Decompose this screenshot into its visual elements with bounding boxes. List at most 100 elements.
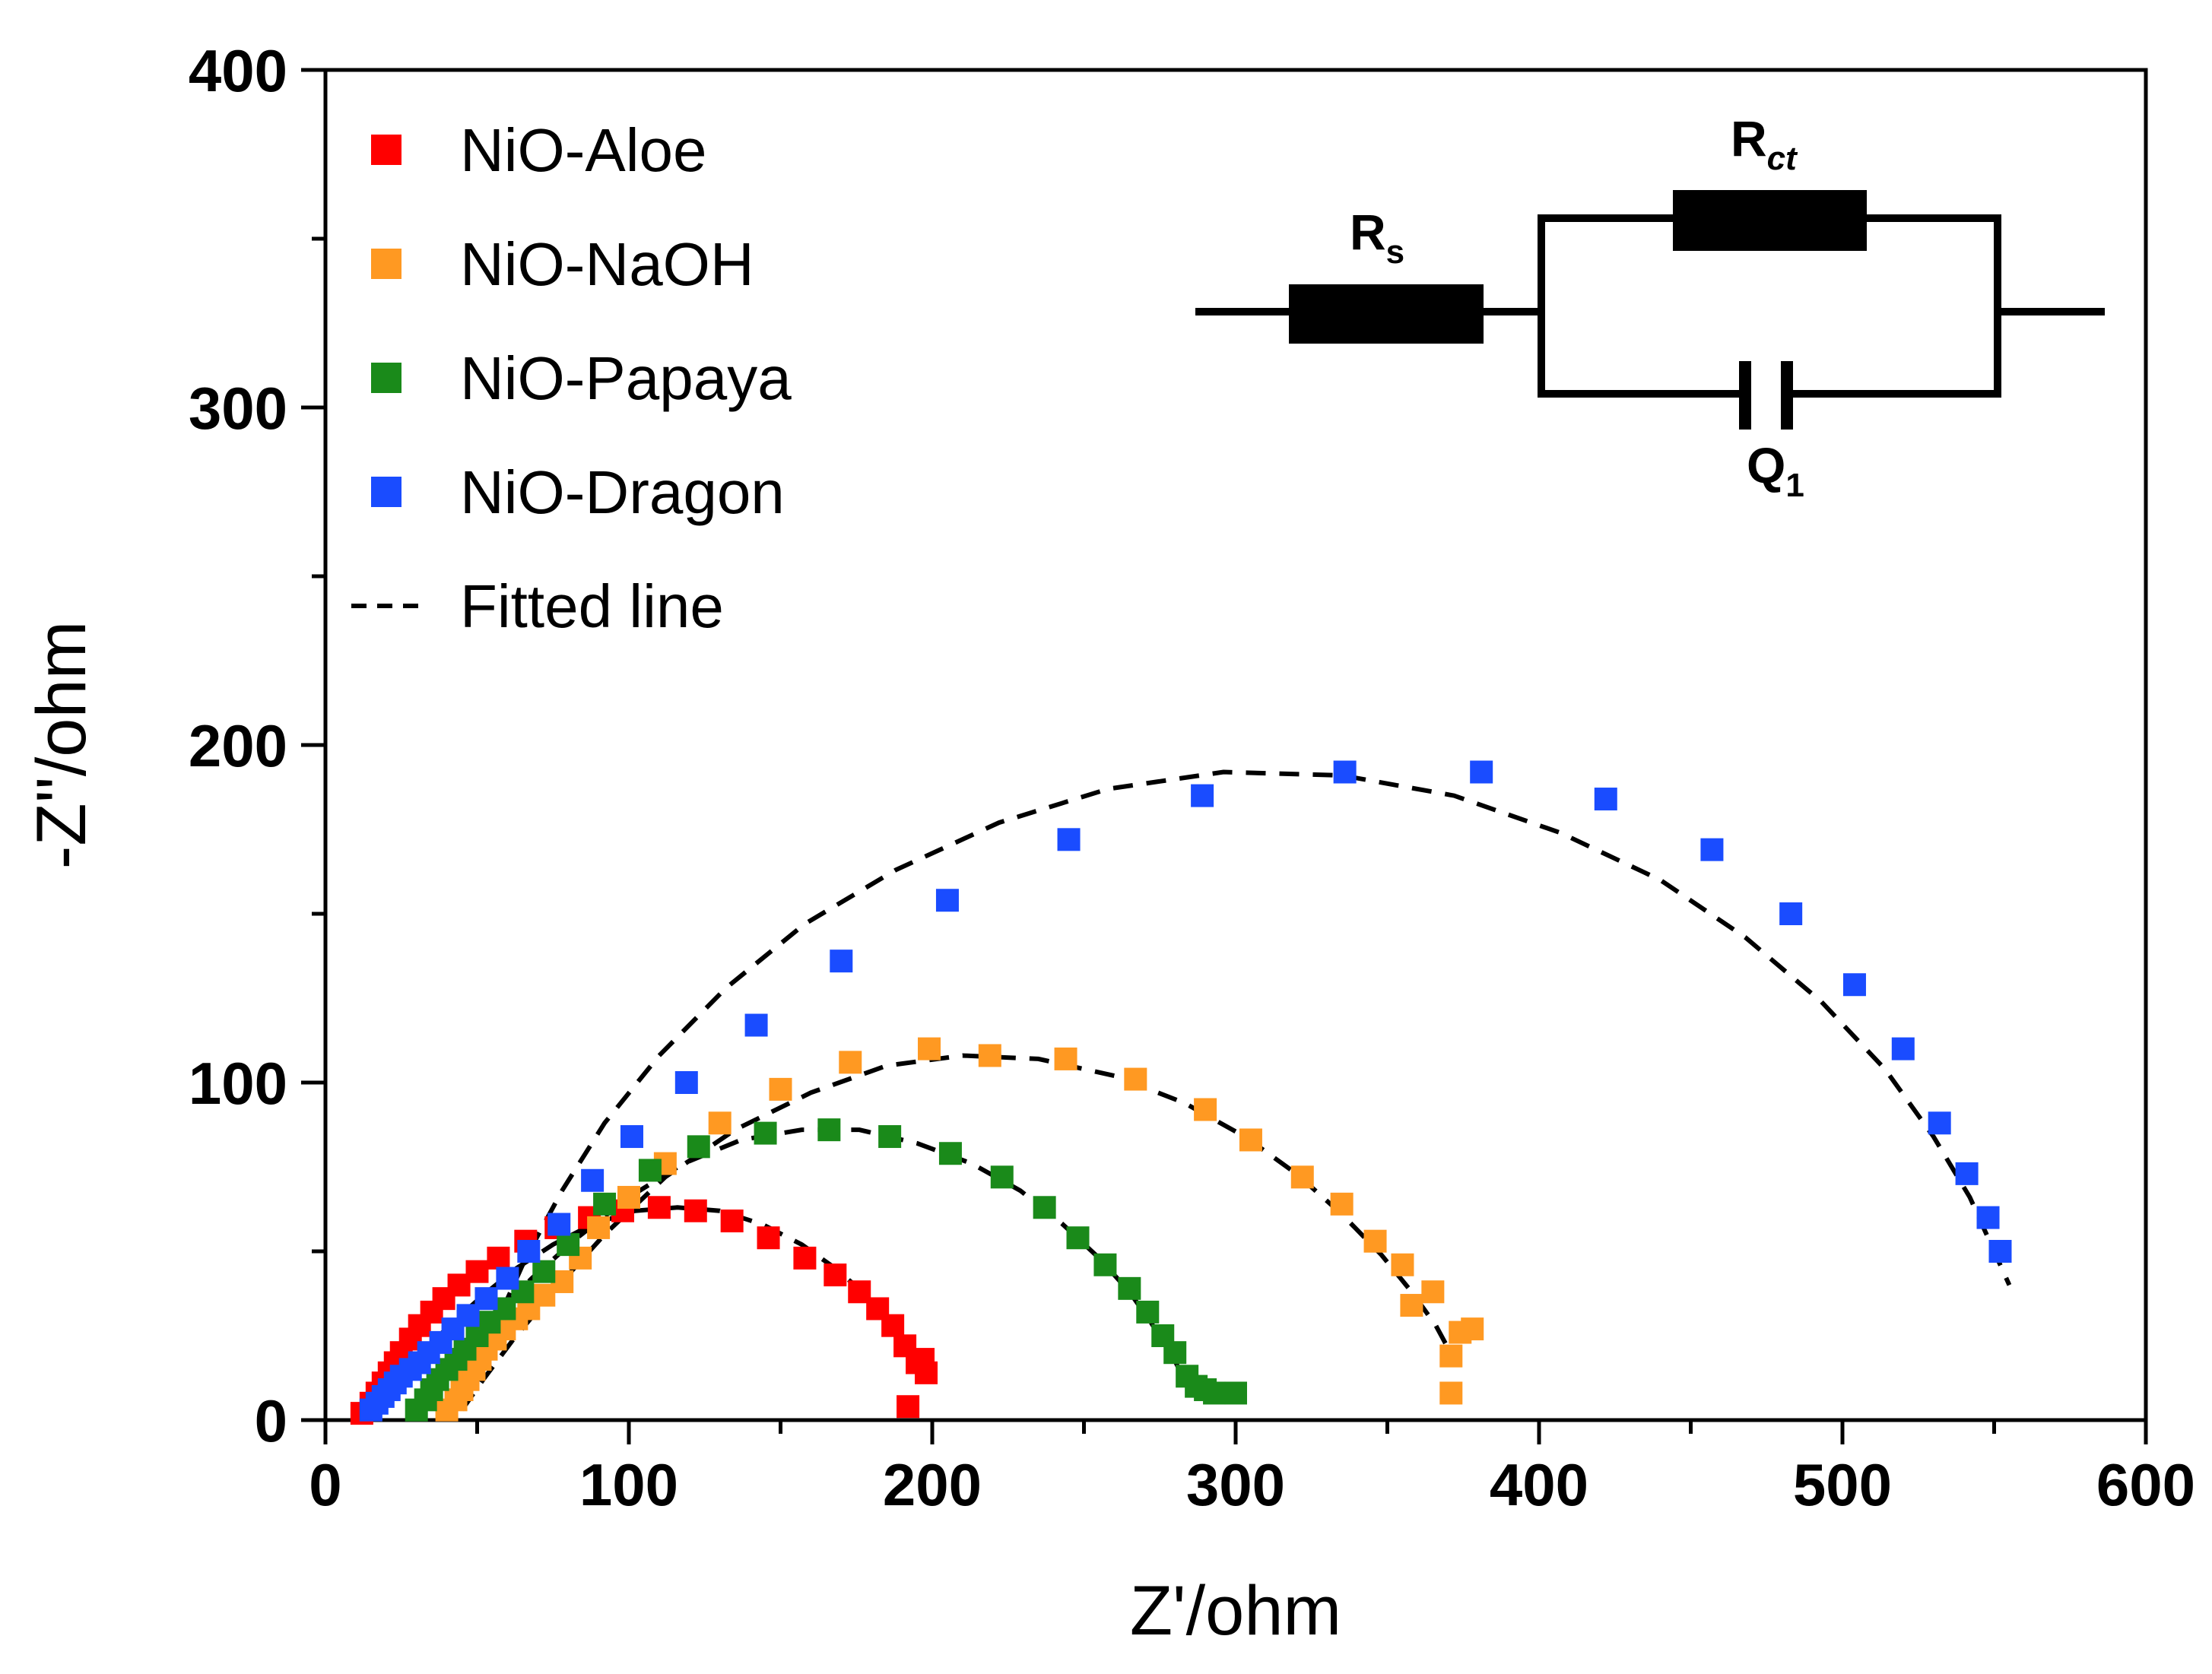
point-nio-dragon [1470,760,1493,784]
point-nio-dragon [674,1071,698,1094]
x-tick-label: 200 [883,1451,982,1518]
equivalent-circuit-inset: Rs Rct Q1 [1195,110,2105,504]
point-nio-papaya [687,1135,710,1159]
point-nio-dragon [1594,788,1617,811]
rct-label-main: R [1731,110,1767,166]
point-nio-dragon [830,950,853,973]
point-nio-aloe [881,1314,905,1337]
rs-resistor [1289,284,1484,344]
point-nio-naoh [708,1111,732,1135]
point-nio-aloe [793,1246,817,1270]
point-nio-aloe [487,1246,510,1270]
legend-swatch-nio-naoh [371,249,401,279]
point-nio-papaya [938,1142,962,1165]
point-nio-aloe [897,1395,920,1419]
y-tick-label: 100 [189,1050,287,1117]
parallel-loop-bottom-right [1787,312,2001,398]
point-nio-dragon [517,1240,541,1263]
point-nio-papaya [1066,1226,1090,1250]
point-nio-aloe [647,1196,671,1219]
tick-labels: 0 100 200 300 400 500 600 0 100 200 300 400 [189,37,2195,1518]
legend-swatch-nio-papaya [371,363,401,393]
point-nio-aloe [684,1199,707,1222]
point-nio-aloe [912,1348,935,1371]
point-nio-dragon [1988,1240,2012,1263]
parallel-loop-bottom [1538,312,1745,398]
point-nio-naoh [978,1044,1001,1067]
rct-resistor [1673,190,1867,251]
rct-label-sub: ct [1767,140,1798,177]
point-nio-naoh [1363,1229,1387,1253]
x-tick-label: 0 [309,1451,341,1518]
x-axis-title: Z'/ohm [1130,1572,1341,1650]
point-nio-papaya [532,1260,556,1283]
point-nio-aloe [720,1210,744,1233]
point-nio-naoh [1439,1381,1463,1405]
point-nio-naoh [1330,1192,1354,1216]
x-tick-label: 400 [1490,1451,1588,1518]
y-tick-label: 400 [189,37,287,104]
point-nio-naoh [918,1037,941,1061]
point-nio-naoh [769,1077,792,1101]
point-nio-papaya [557,1233,580,1257]
x-tick-label: 500 [1793,1451,1892,1518]
point-nio-papaya [593,1192,617,1216]
point-nio-dragon [496,1267,519,1290]
q-label-sub: 1 [1785,467,1804,504]
point-nio-dragon [1928,1111,1951,1135]
point-nio-papaya [1033,1196,1056,1219]
x-tick-label: 100 [579,1451,678,1518]
point-nio-naoh [1194,1098,1217,1121]
fit-lines [369,769,2012,1412]
point-nio-naoh [1439,1344,1463,1368]
ticks [301,68,2148,1444]
point-nio-dragon [1057,828,1081,851]
point-nio-papaya [878,1125,902,1149]
point-nio-naoh [1400,1294,1423,1317]
point-nio-dragon [474,1287,498,1311]
y-tick-label: 0 [255,1387,287,1454]
point-nio-dragon [1191,784,1214,807]
point-nio-naoh [1421,1280,1445,1304]
point-nio-papaya [1203,1381,1227,1405]
rct-label: Rct [1731,110,1798,177]
q-label: Q1 [1747,437,1804,504]
y-tick-label: 300 [189,375,287,442]
point-nio-papaya [638,1159,662,1182]
point-nio-dragon [744,1013,768,1037]
point-nio-aloe [824,1263,847,1287]
legend-label: NiO-Aloe [460,116,707,184]
point-nio-aloe [465,1260,489,1283]
legend-label: NiO-Dragon [460,458,785,526]
point-nio-naoh [1290,1165,1314,1189]
point-nio-papaya [990,1165,1014,1189]
legend-label: NiO-NaOH [460,230,754,298]
q-label-main: Q [1747,437,1785,493]
point-nio-naoh [617,1185,640,1209]
rs-label-main: R [1350,204,1386,260]
point-nio-papaya [1136,1300,1160,1324]
point-nio-dragon [581,1168,605,1192]
x-tick-label: 300 [1186,1451,1285,1518]
point-nio-dragon [620,1125,643,1149]
point-nio-papaya [1118,1276,1141,1300]
point-nio-dragon [1955,1162,1979,1185]
legend-label: NiO-Papaya [460,344,792,412]
point-nio-papaya [817,1118,841,1142]
legend: NiO-Aloe NiO-NaOH NiO-Papaya NiO-Dragon Fitt… [351,116,792,640]
point-nio-naoh [1239,1128,1262,1152]
point-nio-dragon [1333,760,1357,784]
point-nio-dragon [1891,1037,1915,1061]
legend-swatch-nio-dragon [371,477,401,507]
fit-line-nio-dragon [474,769,2012,1374]
point-nio-naoh [1124,1067,1147,1091]
y-axis-title: -Z''/ohm [23,621,100,870]
point-nio-dragon [1779,902,1803,925]
fit-line-nio-naoh [460,1053,1456,1412]
legend-label: Fitted line [460,572,724,640]
x-tick-label: 600 [2096,1451,2195,1518]
point-nio-dragon [1976,1206,2000,1229]
point-nio-aloe [757,1226,780,1250]
point-nio-dragon [935,889,959,912]
